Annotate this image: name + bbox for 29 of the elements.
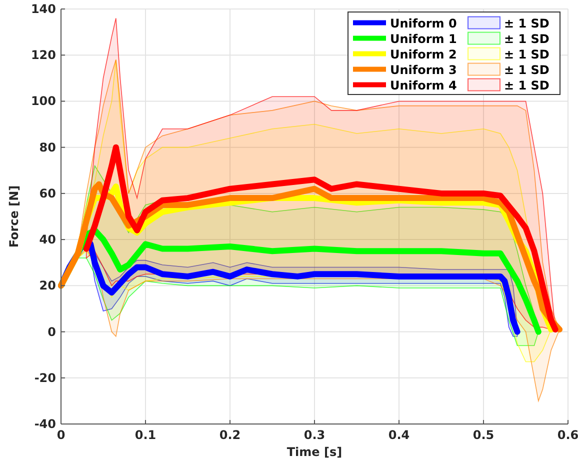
y-tick-label: 20	[39, 278, 56, 293]
x-tick-label: 0	[56, 428, 66, 442]
x-tick-label: 0.2	[219, 428, 241, 442]
x-tick-label: 0.3	[304, 428, 326, 442]
x-tick-label: 0.6	[557, 428, 578, 442]
legend-label: Uniform 1	[390, 32, 457, 46]
y-tick-label: -40	[34, 417, 56, 431]
y-tick-label: 100	[30, 94, 56, 108]
x-tick-label: 0.4	[388, 428, 410, 442]
y-tick-label: 60	[39, 186, 56, 200]
legend-label: Uniform 0	[390, 16, 457, 30]
annotation: ± 1 SD	[504, 47, 550, 62]
x-axis-title: Time [s]	[286, 445, 342, 459]
y-axis-title: Force [N]	[7, 185, 21, 248]
legend-label: Uniform 4	[390, 78, 457, 92]
y-tick-label: 40	[39, 232, 56, 247]
x-tick-label: 0.1	[134, 428, 156, 442]
annotation: ± 1 SD	[504, 62, 550, 77]
annotation: ± 1 SD	[504, 16, 550, 30]
legend-label: Uniform 3	[390, 62, 457, 77]
y-tick-label: 0	[48, 324, 56, 339]
y-tick-label: -20	[34, 370, 56, 385]
y-tick-label: 140	[30, 2, 56, 16]
legend-label: Uniform 2	[390, 47, 457, 62]
y-tick-label: 80	[39, 140, 56, 154]
x-tick-label: 0.5	[472, 428, 494, 442]
annotation: ± 1 SD	[504, 32, 550, 46]
y-tick-label: 120	[30, 48, 56, 62]
annotation: ± 1 SD	[504, 78, 550, 92]
